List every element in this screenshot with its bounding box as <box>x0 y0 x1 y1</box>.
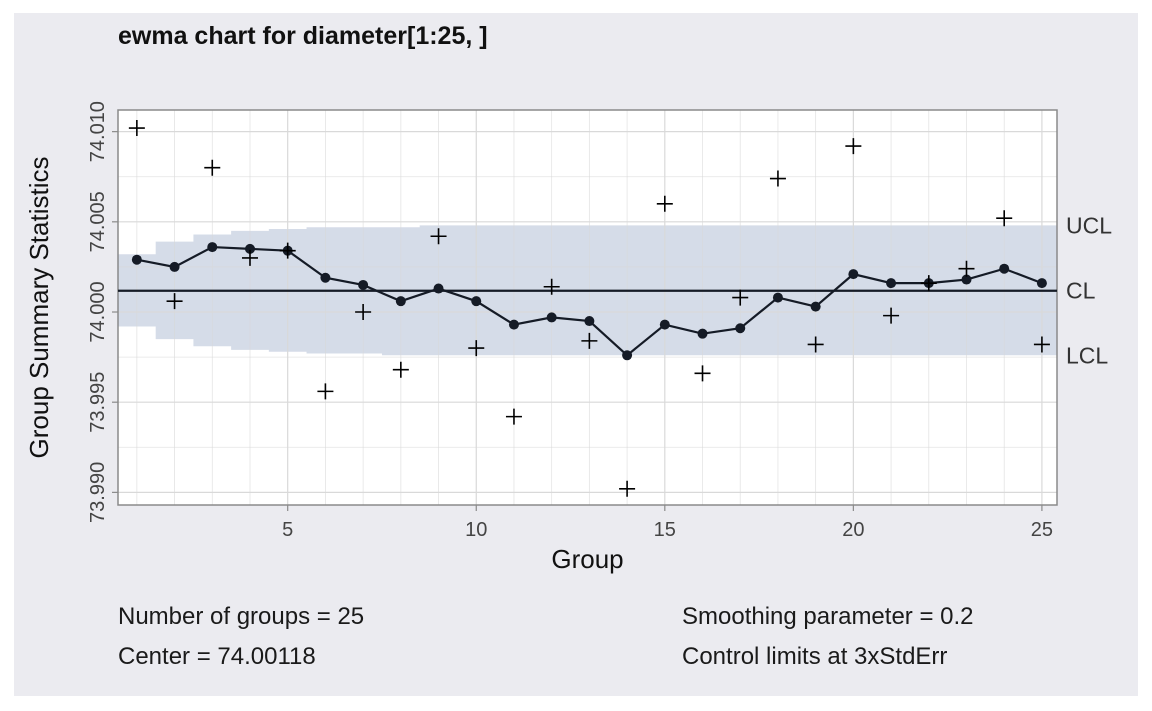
x-tick-label: 20 <box>842 519 864 541</box>
summary-point <box>996 210 1013 227</box>
chart-title: ewma chart for diameter[1:25, ] <box>118 22 488 50</box>
ewma-point <box>961 274 972 285</box>
lcl-label: LCL <box>1066 342 1108 368</box>
ewma-point <box>622 350 633 361</box>
summary-point <box>845 138 862 155</box>
summary-point <box>317 383 334 400</box>
summary-point <box>166 293 183 310</box>
plot-frame <box>117 109 1058 506</box>
ewma-point <box>433 283 444 294</box>
y-tick-label: 74.010 <box>87 101 109 162</box>
cl-label: CL <box>1066 278 1096 304</box>
summary-point <box>543 278 560 295</box>
summary-point <box>619 480 636 497</box>
summary-point <box>279 242 296 259</box>
ewma-point <box>320 272 331 283</box>
ewma-point <box>659 319 670 330</box>
summary-point <box>505 408 522 425</box>
ewma-point <box>546 312 557 323</box>
x-tick-label: 5 <box>282 519 293 541</box>
ewma-point <box>886 278 897 289</box>
ewma-point <box>508 319 519 330</box>
summary-point <box>1033 336 1050 353</box>
axis-labels: 5 10 15 20 25 73.990 73.995 74.000 74.005 74.010 G… <box>24 101 1112 574</box>
ewma-point <box>169 261 180 272</box>
x-tick-label: 15 <box>654 519 676 541</box>
ewma-point <box>772 292 783 303</box>
y-tick-label: 74.000 <box>87 281 109 342</box>
x-tick-label: 10 <box>465 519 487 541</box>
ewma-point <box>848 269 859 280</box>
summary-point <box>581 332 598 349</box>
summary-point <box>958 260 975 277</box>
summary-point <box>807 336 824 353</box>
summary-point <box>468 340 485 357</box>
ewma-point <box>207 242 218 253</box>
summary-point <box>769 170 786 187</box>
ewma-point <box>697 328 708 339</box>
ewma-point <box>358 279 369 290</box>
summary-point <box>241 249 258 266</box>
ewma-point <box>471 296 482 307</box>
x-axis-label: Group <box>551 544 623 574</box>
y-tick-label: 73.990 <box>87 462 109 523</box>
summary-point <box>355 304 372 321</box>
summary-point <box>128 120 145 137</box>
ewma-point <box>244 243 255 254</box>
x-tick-label: 25 <box>1031 519 1053 541</box>
center-value: Center = 74.00118 <box>118 643 316 670</box>
summary-point <box>204 159 221 176</box>
grid-lines <box>118 110 1057 505</box>
ucl-label: UCL <box>1066 212 1112 238</box>
summary-point <box>883 307 900 324</box>
control-limits-info: Control limits at 3xStdErr <box>682 643 948 670</box>
summary-point <box>430 228 447 245</box>
y-axis-label: Group Summary Statistics <box>24 157 54 459</box>
summary-point <box>656 195 673 212</box>
summary-point <box>920 275 937 292</box>
smoothing-parameter: Smoothing parameter = 0.2 <box>682 603 974 630</box>
y-tick-label: 74.005 <box>87 191 109 252</box>
summary-point <box>732 289 749 306</box>
y-tick-label: 73.995 <box>87 372 109 433</box>
ewma-point <box>999 263 1010 274</box>
ewma-point <box>584 316 595 327</box>
ewma-point <box>1036 278 1047 289</box>
summary-point <box>392 361 409 378</box>
series-layer <box>128 120 1050 497</box>
axes <box>112 109 1058 511</box>
ewma-point <box>395 296 406 307</box>
number-of-groups: Number of groups = 25 <box>118 603 365 630</box>
ewma-point <box>131 254 142 265</box>
ewma-point <box>810 301 821 312</box>
ewma-point <box>735 323 746 334</box>
summary-point <box>694 365 711 382</box>
